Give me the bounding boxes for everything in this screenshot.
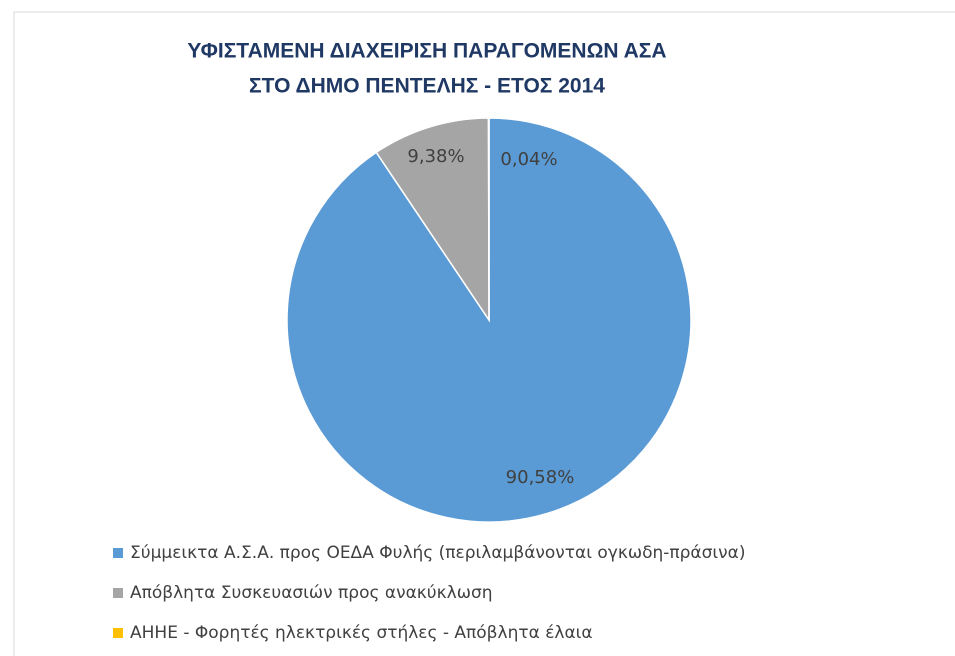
legend-swatch [113, 548, 123, 558]
legend-label: Σύμμεικτα Α.Σ.Α. προς ΟΕΔΑ Φυλής (περιλα… [130, 543, 746, 563]
chart-title: ΥΦΙΣΤΑΜΕΝΗ ΔΙΑΧΕΙΡΙΣΗ ΠΑΡΑΓΟΜΕΝΩΝ ΑΣΑ [187, 40, 666, 63]
chart-title: ΣΤΟ ΔΗΜΟ ΠΕΝΤΕΛΗΣ - ΕΤΟΣ 2014 [249, 75, 605, 98]
data-label: 9,38% [407, 146, 464, 167]
legend-swatch [113, 628, 123, 638]
legend-label: Απόβλητα Συσκευασιών προς ανακύκλωση [130, 583, 493, 603]
pie-slice [375, 117, 490, 323]
pie-slice [487, 117, 490, 321]
data-label: 90,58% [506, 467, 575, 488]
data-label: 0,04% [500, 149, 557, 170]
legend-swatch [113, 588, 123, 598]
legend-label: ΑΗΗΕ - Φορητές ηλεκτρικές στήλες - Απόβλ… [130, 623, 593, 643]
